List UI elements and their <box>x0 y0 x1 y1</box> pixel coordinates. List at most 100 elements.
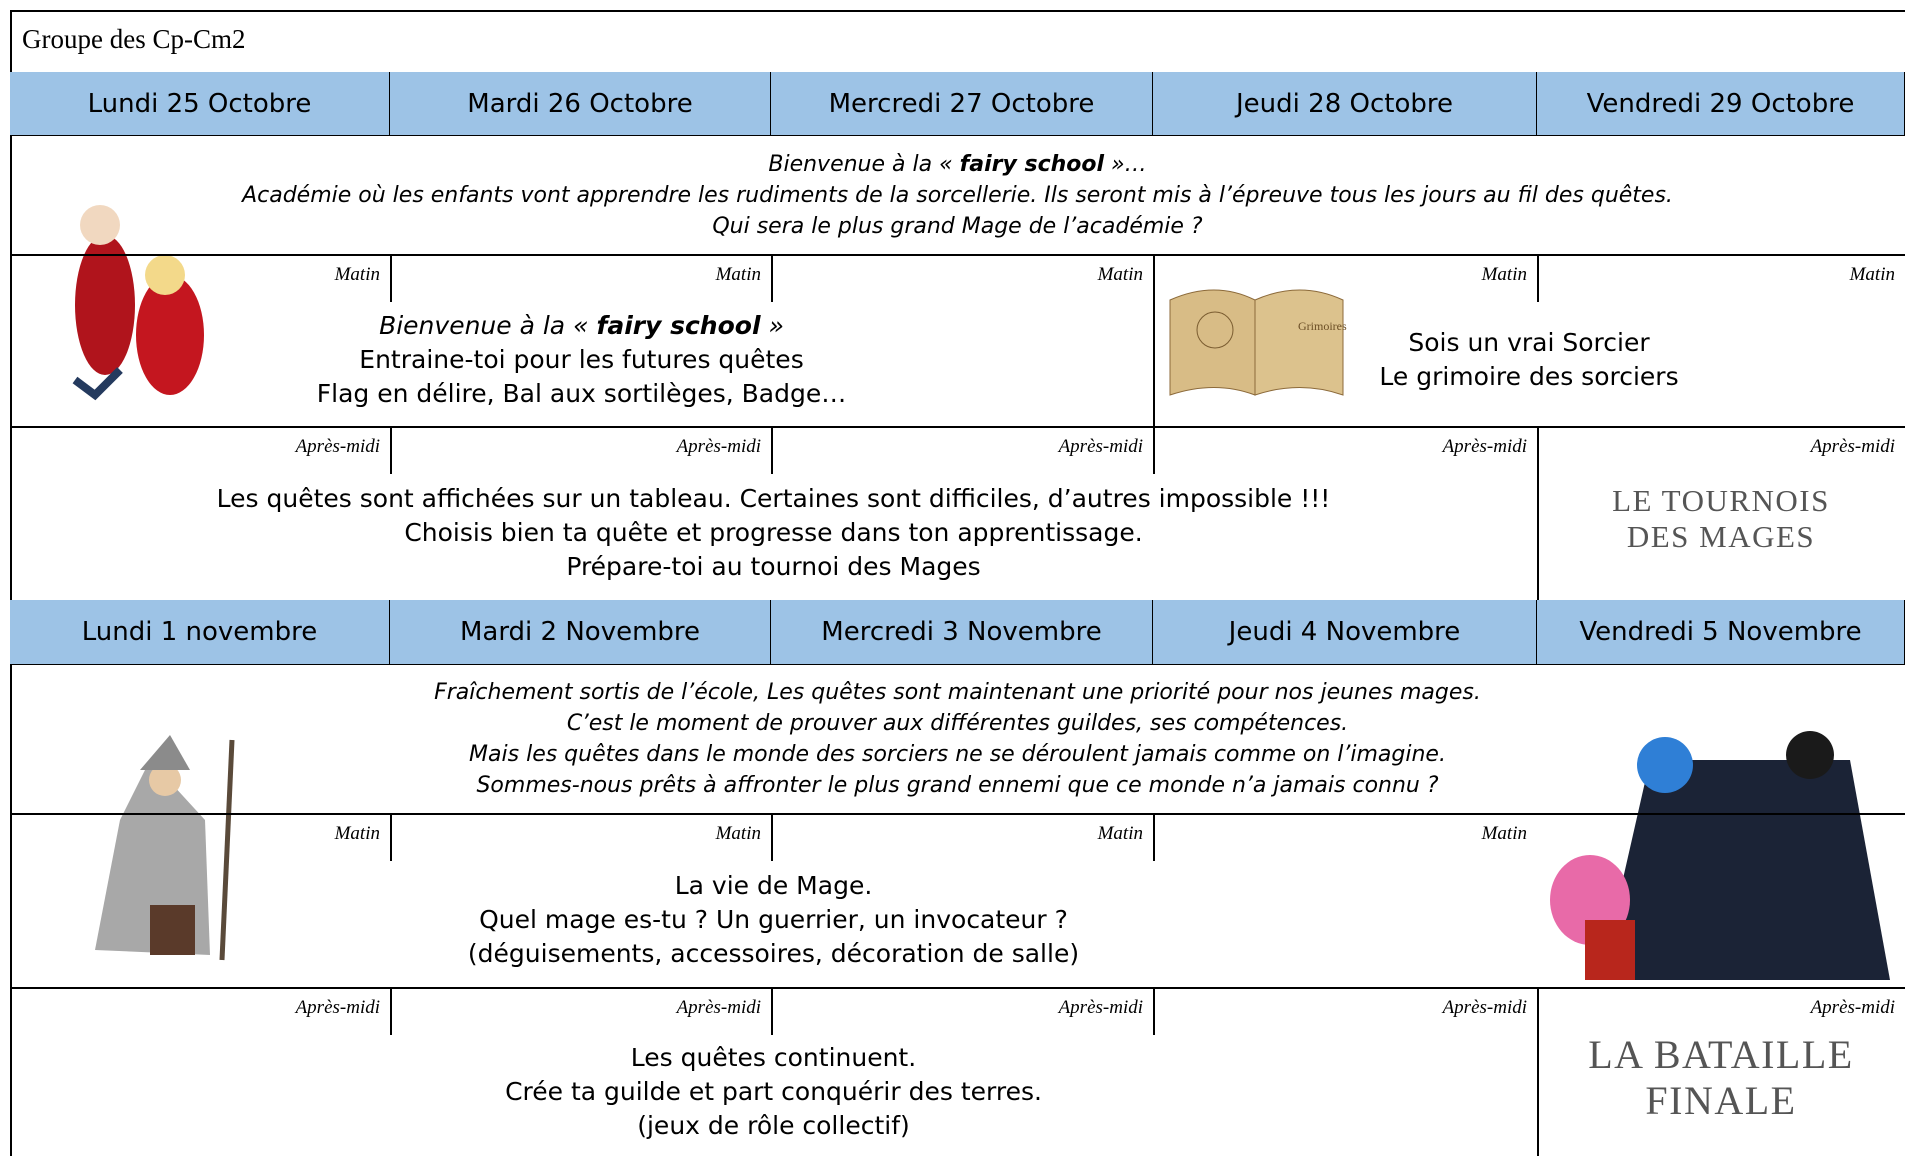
text-segment: Sois un vrai Sorcier <box>1408 328 1650 357</box>
border <box>1537 987 1539 1156</box>
text-segment: Choisis bien ta quête et progresse dans … <box>404 518 1143 547</box>
text-line: LA BATAILLE FINALE <box>1577 1032 1865 1124</box>
fairy-figures <box>72 205 204 401</box>
slot-label: Matin <box>1849 264 1895 285</box>
border <box>10 426 1905 428</box>
content-block: La vie de Mage. Quel mage es-tu ? Un guer… <box>10 857 1537 983</box>
slot-label: Matin <box>1481 823 1527 844</box>
text-segment: fairy school <box>596 311 761 340</box>
text-segment: LA BATAILLE FINALE <box>1588 1031 1854 1123</box>
intro-block: Fraîchement sortis de l’école, Les quête… <box>10 665 1905 813</box>
slot-label: Matin <box>715 264 761 285</box>
text-line: Crée ta guilde et part conquérir des ter… <box>505 1075 1042 1109</box>
text-line: Académie où les enfants vont apprendre l… <box>242 180 1673 211</box>
text-segment: C’est le moment de prouver aux différent… <box>566 711 1349 736</box>
text-segment: Sommes-nous prêts à affronter le plus gr… <box>476 773 1439 798</box>
border <box>771 813 773 861</box>
text-segment: Prépare-toi au tournoi des Mages <box>566 552 981 581</box>
text-line: Bienvenue à la « fairy school »… <box>768 149 1146 180</box>
slot-label: Après-midi <box>676 997 761 1018</box>
day-header: Vendredi 5 Novembre <box>1537 600 1905 665</box>
text-segment: Les quêtes continuent. <box>630 1042 917 1072</box>
border <box>771 987 773 1035</box>
text-segment: Flag en délire, Bal aux sortilèges, Badg… <box>316 379 847 408</box>
day-header: Mardi 26 Octobre <box>390 72 771 136</box>
wizard-figure <box>95 735 235 961</box>
heroes-group <box>1550 731 1890 980</box>
border <box>1153 426 1155 474</box>
border <box>390 254 392 302</box>
border <box>1537 254 1539 302</box>
grimoire-book: Grimoires <box>1169 289 1347 396</box>
text-segment: Qui sera le plus grand Mage de l’académi… <box>712 213 1203 239</box>
text-segment: Crée ta guilde et part conquérir des ter… <box>505 1076 1042 1106</box>
slot-label: Matin <box>715 823 761 844</box>
text-segment: Les quêtes sont affichées sur un tableau… <box>216 484 1331 513</box>
page-title: Groupe des Cp-Cm2 <box>22 24 246 54</box>
text-line: Entraine-toi pour les futures quêtes <box>359 343 803 377</box>
text-line: Bienvenue à la « fairy school » <box>379 309 784 343</box>
text-segment: Quel mage es-tu ? Un guerrier, un invoca… <box>479 905 1068 934</box>
day-header: Lundi 1 novembre <box>10 600 390 665</box>
border <box>10 254 1905 256</box>
text-segment: (déguisements, accessoires, décoration d… <box>467 939 1080 968</box>
content-block: LA BATAILLE FINALE <box>1537 1017 1905 1138</box>
text-segment: Mais les quêtes dans le monde des sorcie… <box>469 742 1446 767</box>
slot-label: Matin <box>1097 823 1143 844</box>
border <box>1153 254 1155 426</box>
day-header: Mardi 2 Novembre <box>390 600 771 665</box>
border <box>1153 813 1155 861</box>
day-header: Lundi 25 Octobre <box>10 72 390 136</box>
intro-block: Bienvenue à la « fairy school »… Académie… <box>10 136 1905 254</box>
day-header: Mercredi 3 Novembre <box>771 600 1153 665</box>
border <box>10 10 12 1156</box>
border <box>390 987 392 1035</box>
slot-label: Après-midi <box>1058 997 1143 1018</box>
text-segment: (jeux de rôle collectif) <box>637 1110 910 1140</box>
border <box>771 426 773 474</box>
text-segment: Bienvenue à la « <box>379 311 597 340</box>
text-line: Quel mage es-tu ? Un guerrier, un invoca… <box>479 903 1068 937</box>
slot-label: Après-midi <box>676 436 761 457</box>
text-line: Sois un vrai Sorcier <box>1408 326 1649 360</box>
day-header: Jeudi 4 Novembre <box>1153 600 1537 665</box>
slot-label: Matin <box>334 823 380 844</box>
slot-label: Après-midi <box>1442 997 1527 1018</box>
content-block: Sois un vrai Sorcier Le grimoire des sorc… <box>1153 298 1905 422</box>
text-line: Choisis bien ta quête et progresse dans … <box>404 516 1142 550</box>
slot-label: Matin <box>1481 264 1527 285</box>
text-line: C’est le moment de prouver aux différent… <box>567 708 1348 739</box>
content-block: Les quêtes continuent. Crée ta guilde et … <box>10 1031 1537 1152</box>
day-header: Mercredi 27 Octobre <box>771 72 1153 136</box>
text-segment: La vie de Mage. <box>674 871 873 900</box>
content-block: Bienvenue à la « fairy school » Entraine-… <box>10 298 1153 422</box>
content-block: Les quêtes sont affichées sur un tableau… <box>10 470 1537 596</box>
text-line: Fraîchement sortis de l’école, Les quête… <box>434 677 1481 708</box>
text-segment: fairy school <box>959 151 1105 177</box>
slot-label: Matin <box>1097 264 1143 285</box>
text-line: Les quêtes continuent. <box>631 1041 916 1075</box>
text-line: Les quêtes sont affichées sur un tableau… <box>217 482 1331 516</box>
text-line: Sommes-nous prêts à affronter le plus gr… <box>476 770 1438 801</box>
text-segment: Le grimoire des sorciers <box>1379 362 1679 391</box>
text-line: Flag en délire, Bal aux sortilèges, Badg… <box>317 377 846 411</box>
content-block: LE TOURNOIS DES MAGES <box>1537 456 1905 582</box>
slot-label: Après-midi <box>295 436 380 457</box>
text-segment: »… <box>1104 151 1147 177</box>
border <box>1153 987 1155 1035</box>
border <box>10 10 1905 12</box>
text-line: LE TOURNOIS DES MAGES <box>1577 483 1865 555</box>
text-line: Prépare-toi au tournoi des Mages <box>566 550 980 584</box>
text-segment: LE TOURNOIS DES MAGES <box>1612 483 1830 554</box>
text-line: (jeux de rôle collectif) <box>637 1109 910 1143</box>
text-segment: Académie où les enfants vont apprendre l… <box>242 182 1673 208</box>
slot-label: Après-midi <box>1810 997 1895 1018</box>
text-line: (déguisements, accessoires, décoration d… <box>468 937 1079 971</box>
day-header: Jeudi 28 Octobre <box>1153 72 1537 136</box>
border <box>10 987 1905 989</box>
text-line: Mais les quêtes dans le monde des sorcie… <box>469 739 1446 770</box>
border <box>1537 426 1539 600</box>
border <box>771 254 773 302</box>
